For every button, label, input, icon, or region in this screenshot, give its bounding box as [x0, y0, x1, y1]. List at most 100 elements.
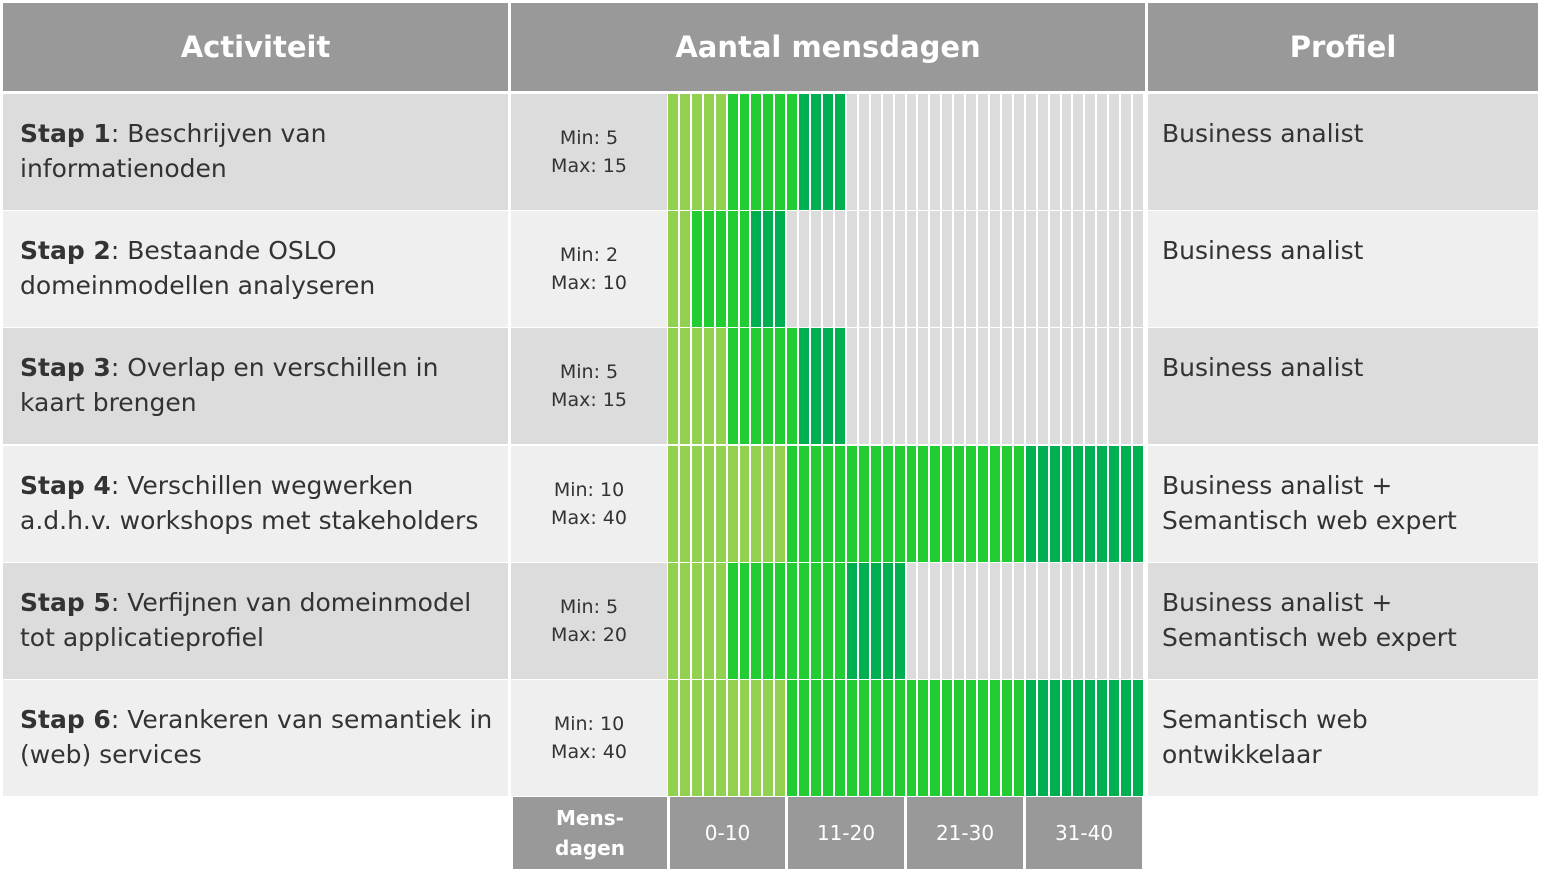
manday-segment	[751, 446, 762, 562]
manday-segment	[870, 328, 881, 444]
manday-segment	[823, 680, 833, 796]
manday-segment	[811, 563, 822, 679]
manday-segment	[894, 328, 905, 444]
manday-segment	[1109, 94, 1120, 210]
manday-segment	[954, 680, 965, 796]
manday-segment	[1013, 446, 1024, 562]
manday-segment	[1001, 211, 1012, 327]
manday-segment	[834, 446, 845, 562]
step-colon: :	[110, 353, 128, 382]
step-colon: :	[110, 705, 128, 734]
manday-segment	[1097, 328, 1108, 444]
manday-segment	[846, 328, 857, 444]
manday-segment	[751, 94, 762, 210]
header-mandays: Aantal mensdagen	[511, 3, 1145, 91]
manday-segment	[668, 563, 678, 679]
manday-segment	[858, 211, 869, 327]
footer-unit-line2: dagen	[555, 836, 625, 860]
manday-segment	[763, 446, 774, 562]
manday-segment	[787, 211, 798, 327]
manday-segment	[1121, 94, 1132, 210]
manday-segment	[1073, 446, 1084, 562]
footer-unit-label: Mens-dagen	[513, 797, 667, 869]
manday-segment	[834, 680, 845, 796]
manday-segment	[1073, 563, 1084, 679]
min-value: Min: 5	[559, 127, 619, 149]
manday-segment	[918, 211, 929, 327]
manday-segment	[1049, 211, 1060, 327]
manday-segment	[1061, 446, 1072, 562]
manday-segment	[1001, 328, 1012, 444]
manday-segment	[787, 680, 798, 796]
min-value: Min: 10	[553, 713, 625, 735]
manday-segment	[775, 563, 786, 679]
step-label: Stap 4	[20, 471, 111, 500]
manday-segment	[1133, 680, 1143, 796]
manday-segment	[691, 680, 702, 796]
manday-segment	[1109, 211, 1120, 327]
manday-segment	[1037, 328, 1048, 444]
profile-cell: Business analist + Semantisch web expert	[1148, 563, 1538, 679]
manday-segment	[870, 680, 881, 796]
manday-segment	[823, 211, 833, 327]
manday-segment	[668, 680, 678, 796]
manday-segment	[1097, 446, 1108, 562]
step-label: Stap 6	[20, 705, 111, 734]
manday-segment	[1121, 328, 1132, 444]
manday-segment	[978, 211, 988, 327]
manday-segment	[1061, 94, 1072, 210]
manday-segment	[668, 328, 678, 444]
manday-segment	[1121, 563, 1132, 679]
manday-segment	[691, 446, 702, 562]
manday-segment	[846, 563, 857, 679]
step-label: Stap 3	[20, 353, 111, 382]
manday-segment	[906, 680, 917, 796]
manday-segment	[906, 446, 917, 562]
manday-segment	[942, 446, 953, 562]
manday-segment	[1049, 446, 1060, 562]
manday-segment	[1013, 328, 1024, 444]
manday-segment	[739, 680, 750, 796]
manday-segment	[834, 563, 845, 679]
manday-segment	[799, 563, 810, 679]
step-name: Beschrijven van informatienoden	[20, 119, 327, 183]
manday-segment	[1061, 211, 1072, 327]
header-profile: Profiel	[1148, 3, 1538, 91]
manday-segment	[787, 446, 798, 562]
manday-segment	[966, 446, 977, 562]
manday-segment	[1109, 328, 1120, 444]
manday-segment	[703, 563, 714, 679]
manday-segment	[1133, 563, 1143, 679]
footer-range-1: 11-20	[788, 797, 904, 869]
manday-segment	[858, 563, 869, 679]
manday-segment	[775, 94, 786, 210]
header-activity: Activiteit	[3, 3, 508, 91]
manday-segment	[1037, 94, 1048, 210]
manday-segment	[858, 94, 869, 210]
manday-segment	[679, 328, 690, 444]
step-name: Verschillen wegwerken a.d.h.v. workshops…	[20, 471, 479, 535]
manday-segment	[727, 680, 738, 796]
manday-segment	[703, 680, 714, 796]
manday-segment	[679, 446, 690, 562]
manday-segment	[1025, 328, 1036, 444]
manday-segment	[834, 211, 845, 327]
manday-segment	[1049, 680, 1060, 796]
manday-segment	[1073, 94, 1084, 210]
manday-segment	[942, 680, 953, 796]
manday-segment	[811, 94, 822, 210]
manday-segment	[739, 446, 750, 562]
manday-segment	[989, 328, 1000, 444]
manday-segment	[1109, 446, 1120, 562]
manday-segment	[727, 211, 738, 327]
manday-segment	[882, 446, 893, 562]
manday-segment	[894, 94, 905, 210]
manday-segment	[715, 446, 726, 562]
profile-cell: Business analist + Semantisch web expert	[1148, 446, 1538, 562]
manday-segment	[715, 563, 726, 679]
manday-segment	[1133, 328, 1143, 444]
manday-segment	[954, 446, 965, 562]
manday-segment	[1061, 680, 1072, 796]
step-colon: :	[110, 236, 128, 265]
manday-segment	[799, 680, 810, 796]
